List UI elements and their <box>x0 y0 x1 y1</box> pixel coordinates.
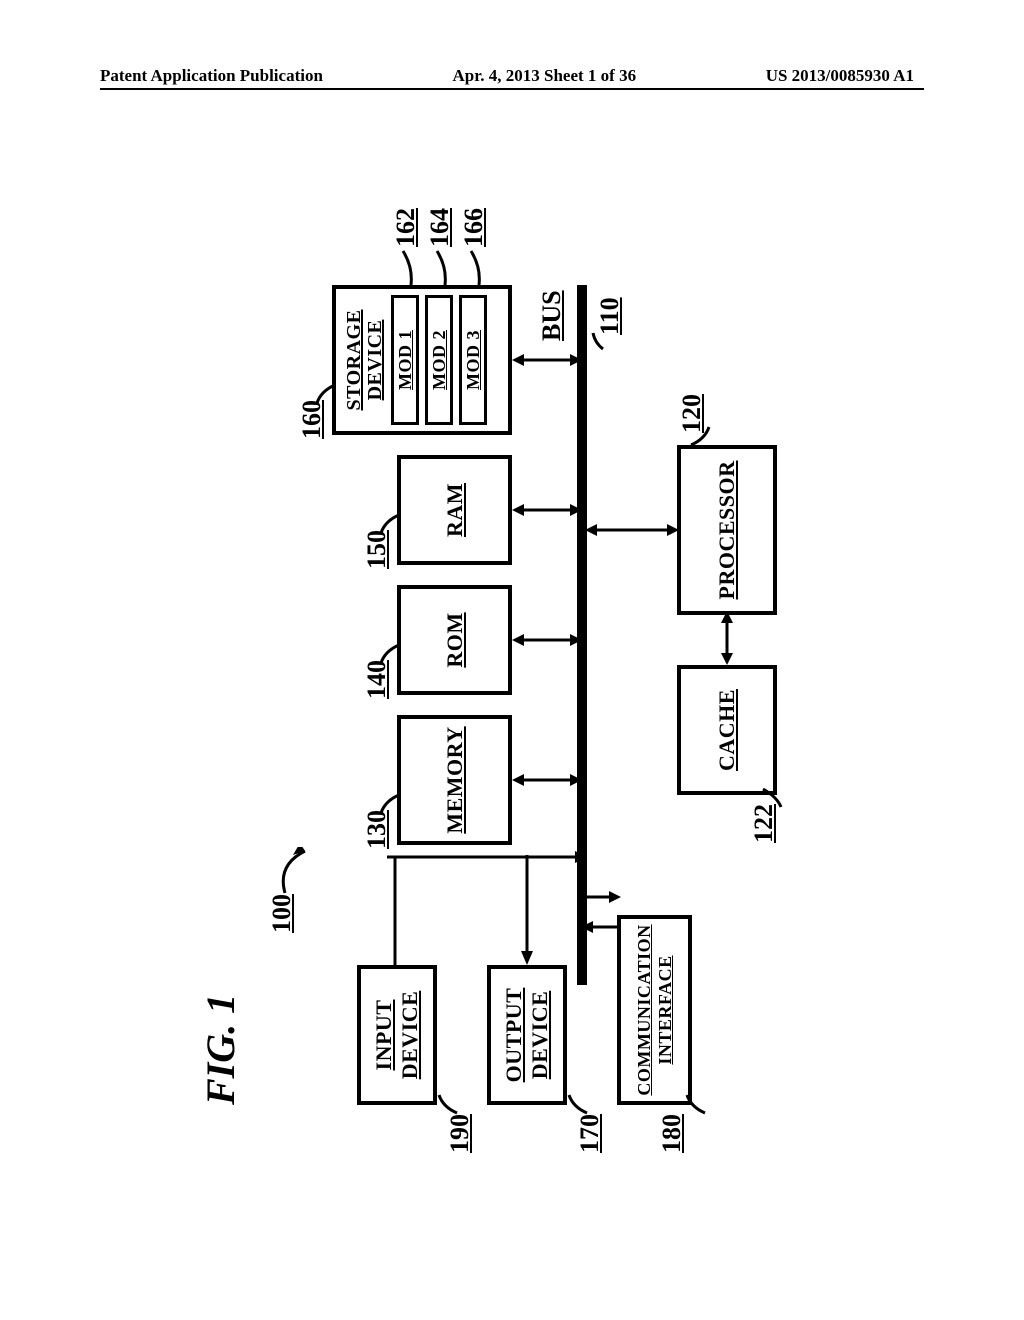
page-header: Patent Application Publication Apr. 4, 2… <box>0 66 1024 86</box>
arrow-comm-bus-down <box>581 889 621 905</box>
mod-2-box: MOD 2 <box>425 295 453 425</box>
mod-1-box: MOD 1 <box>391 295 419 425</box>
header-rule <box>100 88 924 90</box>
header-center: Apr. 4, 2013 Sheet 1 of 36 <box>453 66 637 86</box>
input-device-box: INPUTDEVICE <box>357 965 437 1105</box>
rom-box: ROM <box>397 585 512 695</box>
comm-interface-label: COMMUNICATIONINTERFACE <box>634 924 676 1095</box>
trunk-left-vertical <box>387 849 587 865</box>
arrow-comm-bus-up <box>581 919 621 935</box>
hook-180-icon <box>687 1093 709 1115</box>
comm-interface-box: COMMUNICATIONINTERFACE <box>617 915 692 1105</box>
ram-box: RAM <box>397 455 512 565</box>
ref-122: 122 <box>749 804 779 843</box>
ref-160: 160 <box>297 400 327 439</box>
ref-170: 170 <box>575 1114 605 1153</box>
hook-164-icon <box>435 249 449 285</box>
hook-190-icon <box>439 1093 461 1115</box>
storage-inner: STORAGEDEVICE MOD 1 MOD 2 MOD 3 <box>340 289 490 431</box>
output-device-label: OUTPUTDEVICE <box>501 988 553 1083</box>
ref-190: 190 <box>445 1114 475 1153</box>
hook-166-icon <box>469 249 483 285</box>
header-right: US 2013/0085930 A1 <box>766 66 914 86</box>
arrow-memory-bus <box>512 772 582 788</box>
processor-box: PROCESSOR <box>677 445 777 615</box>
hook-140-icon <box>379 641 401 663</box>
arrow-ram-bus <box>512 502 582 518</box>
bus-label: BUS <box>537 290 567 341</box>
processor-label: PROCESSOR <box>714 461 740 600</box>
hook-160-icon <box>315 381 337 403</box>
mod-3-box: MOD 3 <box>459 295 487 425</box>
ref-162: 162 <box>391 208 421 247</box>
memory-label: MEMORY <box>442 726 468 833</box>
hook-170-icon <box>569 1093 591 1115</box>
hook-162-icon <box>401 249 415 285</box>
ref-100-arrow-icon <box>281 847 311 895</box>
hook-120-icon <box>691 423 713 445</box>
hook-130-icon <box>379 791 401 813</box>
output-device-box: OUTPUTDEVICE <box>487 965 567 1105</box>
rom-label: ROM <box>442 612 468 667</box>
cache-label: CACHE <box>714 689 740 771</box>
ram-label: RAM <box>442 483 468 537</box>
hook-150-icon <box>379 511 401 533</box>
arrow-cache-processor <box>719 611 735 665</box>
arrow-rom-bus <box>512 632 582 648</box>
ref-150: 150 <box>362 530 392 569</box>
ref-164: 164 <box>425 208 455 247</box>
ref-100: 100 <box>267 894 297 933</box>
figure-title: FIG. 1 <box>197 994 244 1105</box>
memory-box: MEMORY <box>397 715 512 845</box>
header-left: Patent Application Publication <box>100 66 323 86</box>
hook-110-icon <box>593 329 605 351</box>
arrow-bus-to-output <box>519 853 535 965</box>
hook-122-icon <box>763 785 785 807</box>
arrow-storage-bus <box>512 352 582 368</box>
ref-140: 140 <box>362 660 392 699</box>
storage-device-label: STORAGEDEVICE <box>344 289 386 431</box>
cache-box: CACHE <box>677 665 777 795</box>
ref-180: 180 <box>657 1114 687 1153</box>
ref-166: 166 <box>459 208 489 247</box>
figure-1-diagram: FIG. 1 100 BUS 110 INPUTDEVICE 190 OUTPU… <box>100 180 924 1130</box>
figure-root: FIG. 1 100 BUS 110 INPUTDEVICE 190 OUTPU… <box>187 205 837 1105</box>
input-device-label: INPUTDEVICE <box>371 991 423 1080</box>
arrow-processor-bus <box>585 522 681 538</box>
storage-device-box: STORAGEDEVICE MOD 1 MOD 2 MOD 3 <box>332 285 512 435</box>
